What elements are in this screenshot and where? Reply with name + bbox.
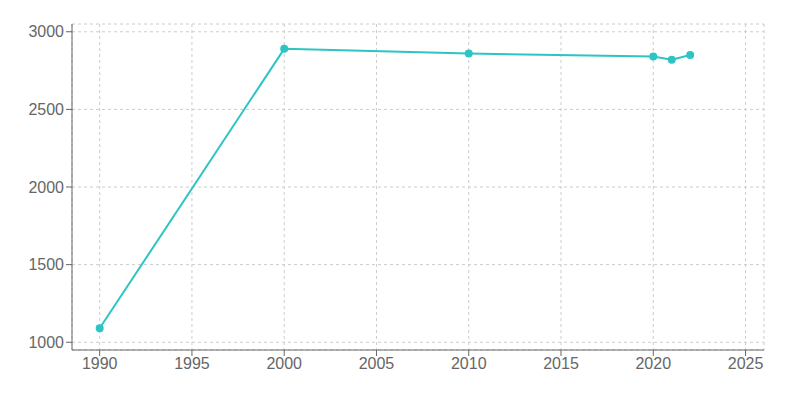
svg-text:3000: 3000 — [28, 23, 64, 40]
svg-text:1995: 1995 — [174, 355, 210, 372]
svg-text:2025: 2025 — [728, 355, 764, 372]
svg-text:2000: 2000 — [28, 179, 64, 196]
svg-text:2500: 2500 — [28, 101, 64, 118]
svg-text:2010: 2010 — [451, 355, 487, 372]
svg-text:1000: 1000 — [28, 334, 64, 351]
svg-text:1500: 1500 — [28, 256, 64, 273]
svg-text:2005: 2005 — [359, 355, 395, 372]
svg-text:2015: 2015 — [543, 355, 579, 372]
svg-text:2020: 2020 — [635, 355, 671, 372]
svg-text:1990: 1990 — [82, 355, 118, 372]
svg-text:2000: 2000 — [266, 355, 302, 372]
